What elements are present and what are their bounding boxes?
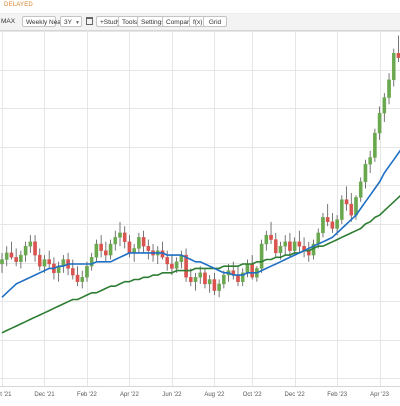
candle-up <box>137 237 141 249</box>
candle-up <box>85 265 89 278</box>
chart-grid <box>0 31 400 386</box>
candle-up <box>368 157 372 165</box>
contract-select-value: Weekly Nearby <box>26 19 70 26</box>
period-select[interactable]: 3Y ▼ <box>60 16 82 27</box>
candle-up <box>382 97 387 114</box>
x-tick-label: Dec '22 <box>285 392 306 398</box>
candle-up <box>23 246 28 256</box>
x-tick-label: Oct '21 <box>0 392 12 398</box>
candle-up <box>19 254 23 262</box>
candle-down <box>188 277 193 282</box>
candle-down <box>349 203 354 216</box>
candle-up <box>240 272 245 282</box>
candle-down <box>33 241 37 256</box>
candle-up <box>80 277 85 282</box>
candle-up <box>264 234 269 245</box>
moving-averages <box>1 149 400 334</box>
candle-up <box>292 241 297 251</box>
candle-down <box>330 221 335 229</box>
candle-down <box>122 232 127 242</box>
candle-up <box>387 79 391 98</box>
x-tick-label: Jun '22 <box>162 392 182 398</box>
candle-down <box>325 217 330 223</box>
candle-down <box>297 241 302 247</box>
candle-up <box>363 163 368 183</box>
period-select-value: 3Y <box>64 19 72 26</box>
candle-up <box>113 237 118 245</box>
x-tick-label: Aug '22 <box>204 392 225 398</box>
candle-up <box>259 243 264 269</box>
price-chart[interactable] <box>0 31 400 386</box>
x-tick-label: Oct '22 <box>243 392 262 398</box>
candle-up <box>193 277 198 282</box>
candle-down <box>344 199 349 205</box>
x-tick-label: Dec '21 <box>34 392 55 398</box>
candle-up <box>358 181 363 198</box>
candle-down <box>203 272 207 285</box>
moving-average-fast-line <box>1 149 400 298</box>
grid-button[interactable]: Grid <box>203 16 227 27</box>
candle-up <box>335 219 339 229</box>
candle-up <box>207 279 212 285</box>
candle-up <box>283 241 288 247</box>
candle-up <box>94 243 99 258</box>
moving-average-slow-line <box>1 194 400 334</box>
candle-down <box>14 257 18 262</box>
candle-up <box>373 132 377 158</box>
price-chart-svg[interactable] <box>0 31 400 386</box>
candle-down <box>165 257 170 265</box>
candle-down <box>184 254 188 278</box>
candle-down <box>288 241 292 251</box>
status-strip: DELAYED <box>0 0 400 14</box>
candle-up <box>42 259 47 267</box>
candle-down <box>127 241 132 254</box>
x-tick-label: Feb '23 <box>327 392 347 398</box>
candle-down <box>146 246 151 251</box>
candle-down <box>236 274 240 282</box>
x-tick-label: Feb '22 <box>77 392 97 398</box>
candle-up <box>0 259 4 265</box>
contract-select[interactable]: Weekly Nearby ▼ <box>22 16 78 27</box>
candle-down <box>75 274 80 282</box>
candle-up <box>321 217 325 234</box>
candle-up <box>278 246 283 254</box>
candle-down <box>269 234 273 240</box>
candle-up <box>377 112 382 134</box>
candle-down <box>212 279 217 291</box>
delayed-status: DELAYED <box>4 2 33 8</box>
candle-up <box>198 272 203 278</box>
symbol-label: MAX <box>1 18 16 25</box>
candle-down <box>37 254 42 267</box>
candle-down <box>47 259 51 265</box>
candle-up <box>89 257 94 267</box>
candle-up <box>217 283 221 291</box>
chevron-down-icon: ▼ <box>74 20 80 26</box>
candle-down <box>273 239 278 254</box>
candle-up <box>108 243 113 256</box>
candle-down <box>141 237 146 247</box>
candle-up <box>340 199 344 220</box>
candle-down <box>70 268 75 276</box>
candle-down <box>9 252 14 258</box>
candle-up <box>245 263 250 274</box>
x-tick-label: Apr '22 <box>120 392 139 398</box>
x-axis-svg: Oct '21 Dec '21 Feb '22 Apr '22 Jun '22 Aug '… <box>0 392 390 398</box>
candle-down <box>99 243 103 251</box>
candle-down <box>104 250 108 256</box>
candle-up <box>28 241 33 247</box>
candle-up <box>316 232 321 245</box>
candle-up <box>118 232 122 238</box>
x-axis: Oct '21 Dec '21 Feb '22 Apr '22 Jun '22 Aug '… <box>0 386 400 401</box>
candle-up <box>174 261 179 269</box>
x-tick-label: Apr '23 <box>370 392 389 398</box>
candlesticks <box>0 35 400 298</box>
candle-down <box>396 52 400 58</box>
candle-up <box>391 52 396 81</box>
candle-down <box>170 263 174 269</box>
candle-up <box>4 252 9 260</box>
chart-toolbar: MAX Weekly Nearby▼ 3Y▼ +Study Tools Sett… <box>0 14 400 31</box>
calendar-icon[interactable] <box>86 17 93 25</box>
candle-up <box>222 274 226 285</box>
candle-down <box>250 263 254 278</box>
